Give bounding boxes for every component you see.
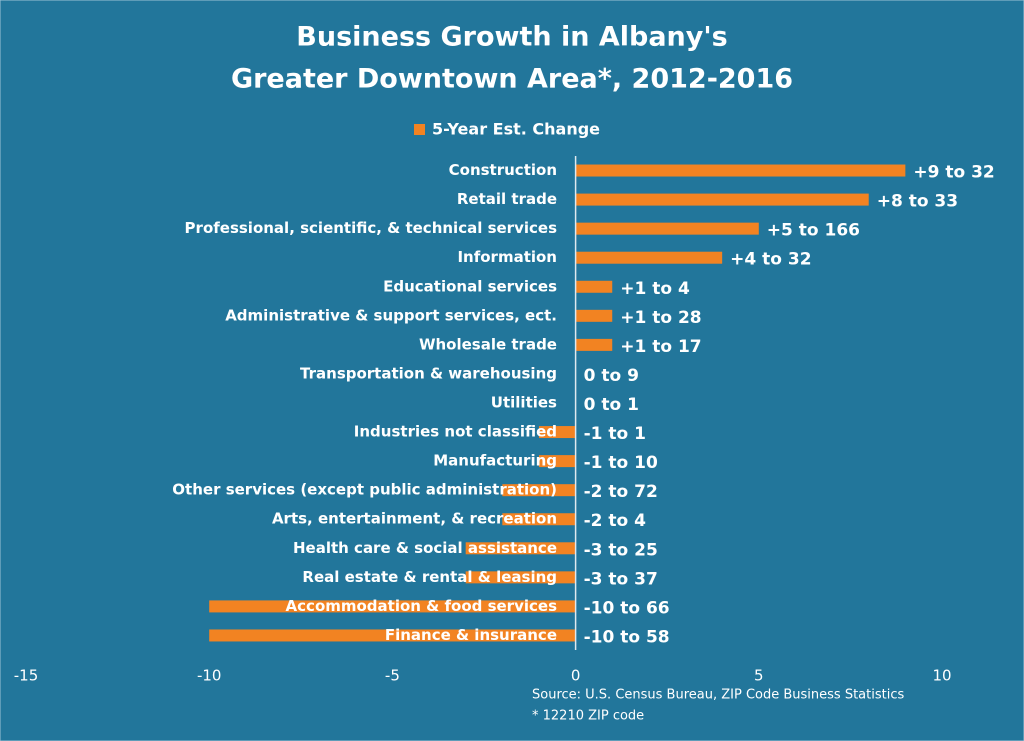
- category-label: Information: [457, 248, 557, 266]
- category-label: Industries not classified: [354, 423, 557, 441]
- bar: [209, 600, 576, 613]
- bar: [209, 629, 576, 642]
- value-label: -10 to 58: [584, 627, 670, 647]
- category-label: Educational services: [383, 277, 557, 295]
- category-label: Professional, scientific, & technical se…: [185, 219, 558, 237]
- value-label: -1 to 10: [584, 453, 658, 473]
- value-label: +8 to 33: [877, 192, 958, 212]
- category-label: Wholesale trade: [419, 335, 557, 353]
- bar: [575, 193, 869, 206]
- value-label: +1 to 28: [620, 308, 701, 328]
- bar: [538, 426, 576, 439]
- category-label: Manufacturing: [433, 452, 557, 470]
- category-label: Accommodation & food services: [286, 597, 558, 615]
- x-tick-label: 5: [754, 667, 764, 685]
- bar: [575, 309, 613, 322]
- category-label: Utilities: [491, 394, 557, 412]
- bar: [575, 251, 723, 264]
- bar: [575, 338, 613, 351]
- category-label: Health care & social assistance: [293, 539, 557, 557]
- value-label: +9 to 32: [913, 163, 994, 183]
- value-label: +1 to 17: [620, 337, 701, 357]
- bar: [502, 513, 576, 526]
- category-label: Finance & insurance: [385, 626, 557, 644]
- value-label: -2 to 4: [584, 511, 647, 531]
- footnote: * 12210 ZIP code: [532, 709, 644, 724]
- bar: [465, 571, 576, 584]
- value-label: -10 to 66: [584, 598, 670, 618]
- x-tick-label: -15: [14, 667, 39, 685]
- value-label: -2 to 72: [584, 482, 658, 502]
- value-label: 0 to 9: [584, 366, 639, 386]
- category-label: Real estate & rental & leasing: [302, 568, 557, 586]
- value-label: -3 to 37: [584, 569, 658, 589]
- value-label: -1 to 1: [584, 424, 646, 444]
- bar: [575, 222, 759, 235]
- legend-label: 5-Year Est. Change: [432, 120, 600, 139]
- category-label: Administrative & support services, ect.: [225, 306, 557, 324]
- category-label: Arts, entertainment, & recreation: [272, 510, 557, 528]
- chart-title: Greater Downtown Area*, 2012-2016: [231, 64, 793, 95]
- value-label: +1 to 4: [620, 279, 690, 299]
- x-tick-label: 0: [571, 667, 581, 685]
- x-tick-label: 10: [932, 667, 951, 685]
- value-label: +5 to 166: [767, 221, 860, 241]
- bar: [538, 455, 576, 468]
- chart-title: Business Growth in Albany's: [296, 22, 727, 53]
- bar: [502, 484, 576, 497]
- category-label: Construction: [449, 161, 557, 179]
- value-label: -3 to 25: [584, 540, 658, 560]
- bar: [465, 542, 576, 555]
- category-label: Other services (except public administra…: [172, 481, 557, 499]
- category-label: Retail trade: [457, 190, 557, 208]
- bar: [575, 164, 906, 177]
- legend-swatch: [414, 124, 425, 135]
- bar: [575, 280, 613, 293]
- category-label: Transportation & warehousing: [300, 364, 557, 382]
- value-label: +4 to 32: [730, 250, 811, 270]
- x-tick-label: -10: [197, 667, 222, 685]
- source-note: Source: U.S. Census Bureau, ZIP Code Bus…: [532, 688, 904, 703]
- value-label: 0 to 1: [584, 395, 639, 415]
- x-tick-label: -5: [385, 667, 400, 685]
